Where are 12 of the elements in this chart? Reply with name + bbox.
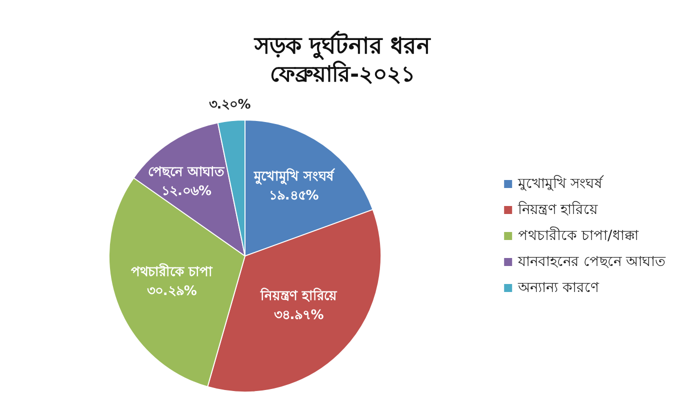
data-label: পথচারীকে চাপা ৩০.২৯% xyxy=(131,262,214,299)
data-label: নিয়ন্ত্রণ হারিয়ে ৩৪.৯৭% xyxy=(259,287,338,324)
legend-label: যানবাহনের পেছনে আঘাত xyxy=(517,254,666,270)
legend-label: অন্যান্য কারণে xyxy=(517,280,600,296)
legend-label: নিয়ন্ত্রণ হারিয়ে xyxy=(517,201,599,218)
data-label: ৩.২০% xyxy=(208,97,251,112)
legend-label: মুখোমুখি সংঘর্ষ xyxy=(517,175,605,192)
data-label: মুখোমুখি সংঘর্ষ ১৯.৪৫% xyxy=(253,167,336,204)
legend-label: পথচারীকে চাপা/ধাক্কা xyxy=(518,227,640,244)
chart-title: সড়ক দুর্ঘটনার ধরন xyxy=(253,30,432,60)
data-label: পেছনে আঘাত ১২.০৬% xyxy=(148,164,226,199)
chart-subtitle: ফেব্রুয়ারি-২০২১ xyxy=(270,60,416,88)
